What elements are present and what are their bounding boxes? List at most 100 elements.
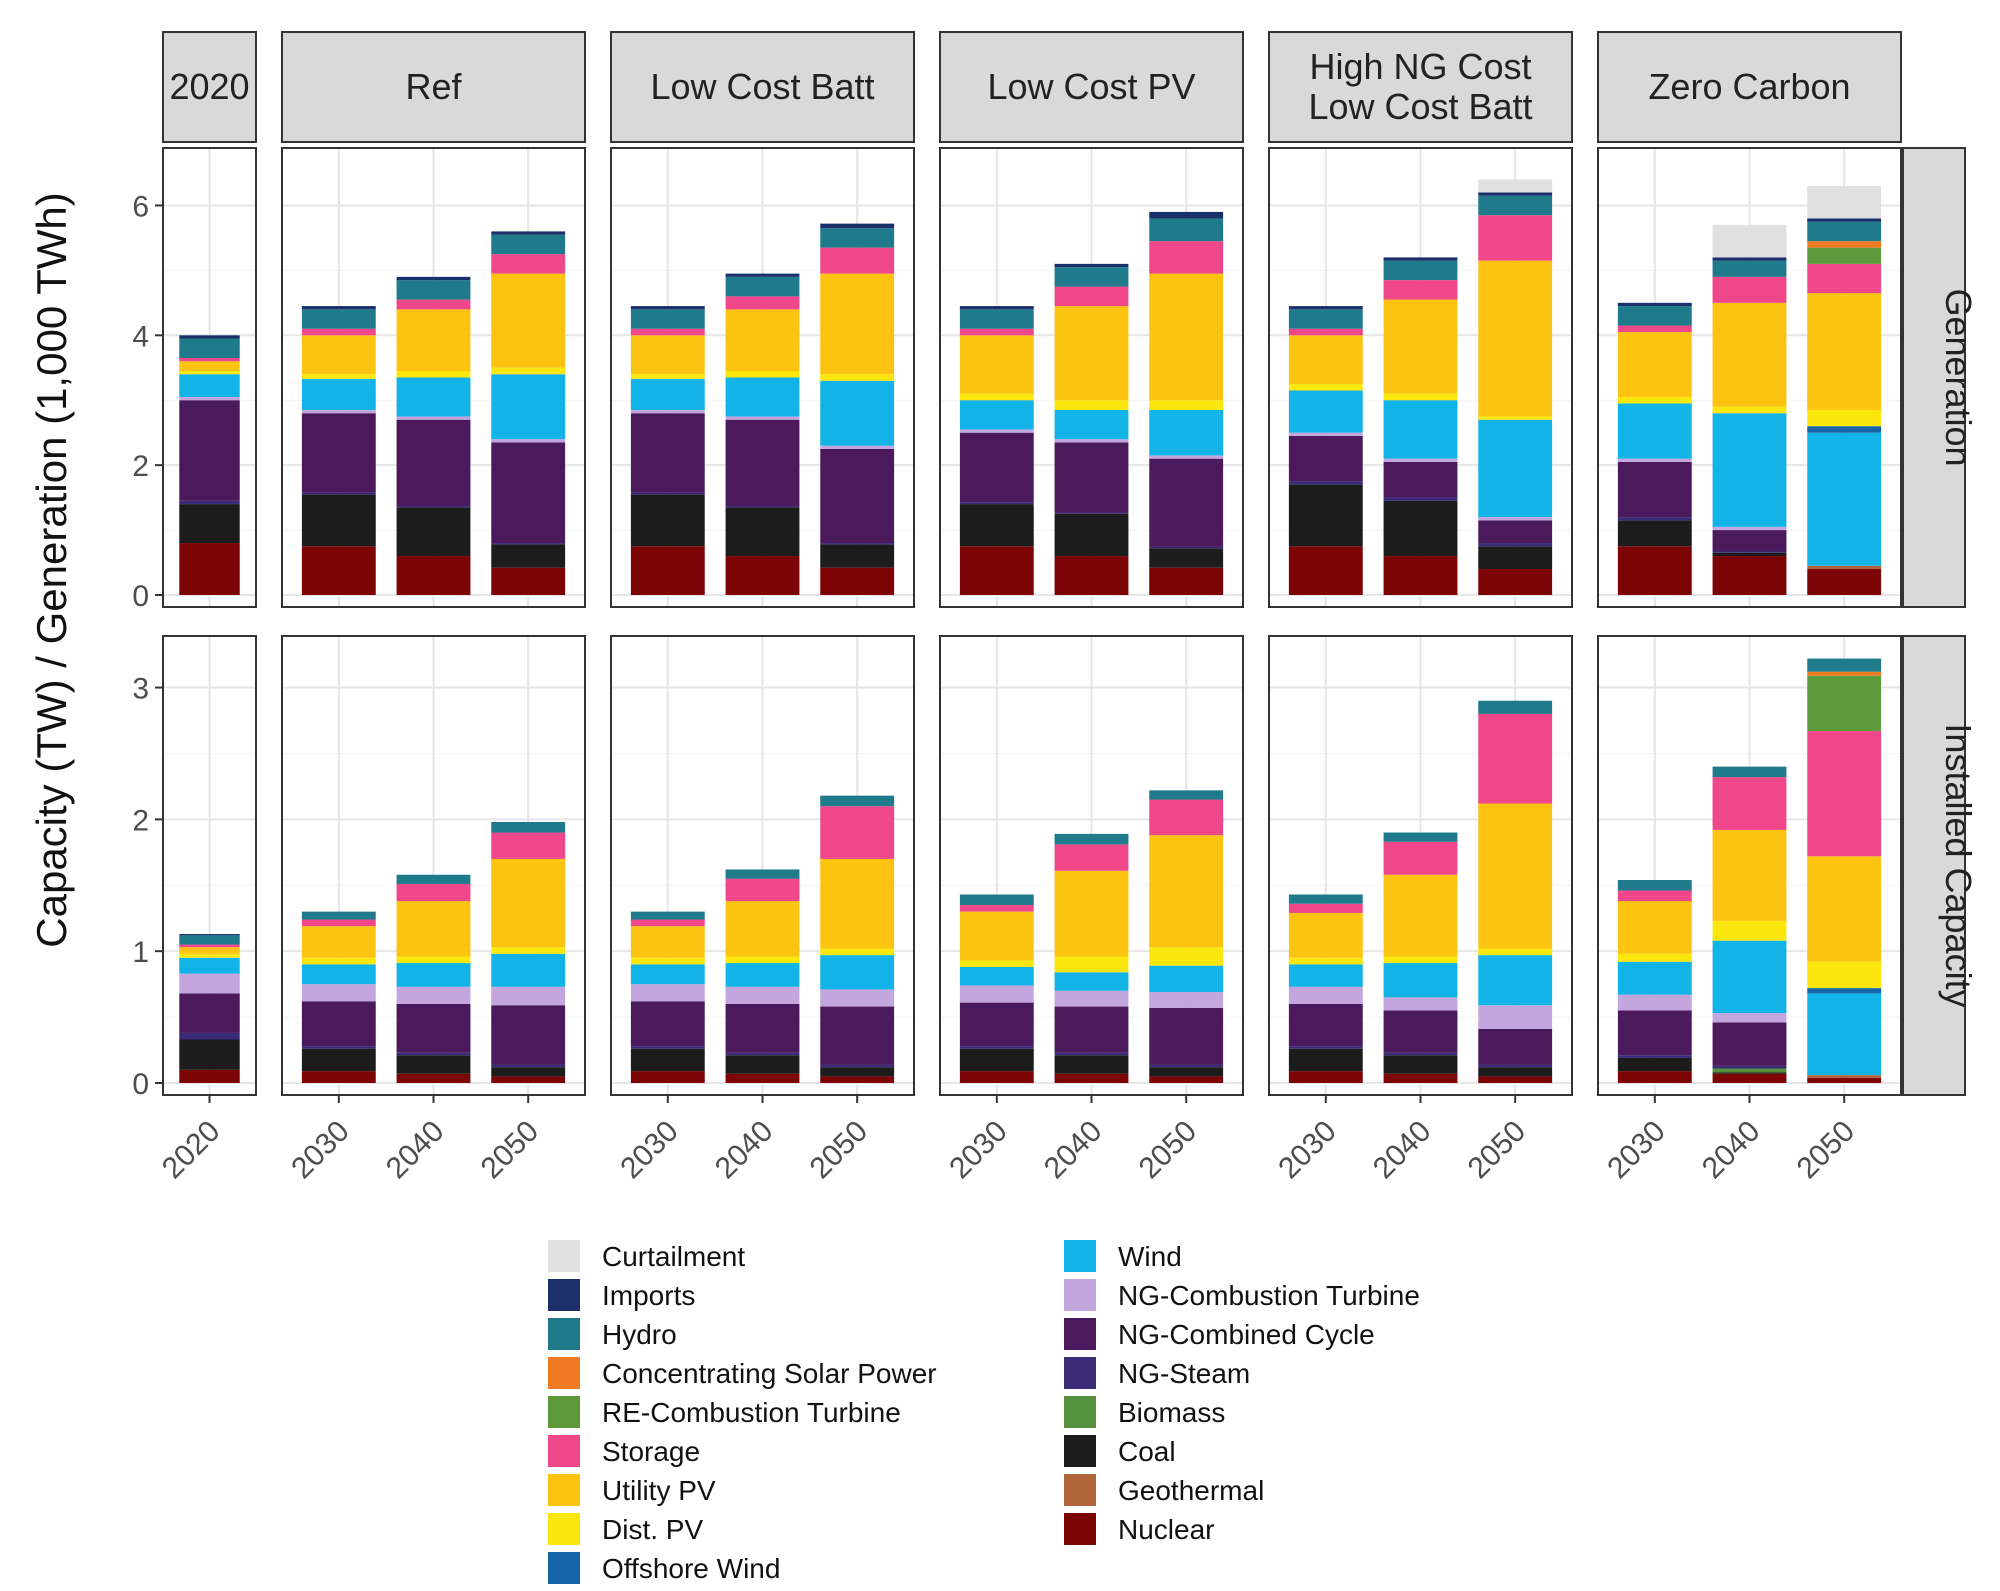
bar-segment-wind-ref-2050-generation: [491, 374, 566, 440]
panel-border: [939, 147, 1244, 608]
bar-segment-coal-low-cost-pv-2050-installed-capacity: [1149, 1067, 1224, 1077]
bar-segment-utility-pv-low-cost-batt-2030-installed-capacity: [630, 926, 705, 958]
bar-segment-imports-zero-carbon-2040-generation: [1712, 257, 1787, 261]
bar-segment-hydro-low-cost-pv-2040-installed-capacity: [1054, 833, 1129, 845]
bar-segment-ng-combined-cycle-zero-carbon-2030-generation: [1617, 461, 1692, 518]
bar-segment-ng-combined-cycle-low-cost-pv-2050-installed-capacity: [1149, 1007, 1224, 1065]
bar-segment-wind-high-ng-cost-low-cost-batt-2040-installed-capacity: [1383, 963, 1458, 998]
bar-segment-ng-steam-ref-2040-installed-capacity: [396, 1052, 471, 1056]
bar-segment-hydro-high-ng-cost-low-cost-batt-2040-installed-capacity: [1383, 832, 1458, 842]
bar-segment-storage-ref-2030-installed-capacity: [301, 919, 376, 927]
bar-segment-ng-steam-zero-carbon-2030-generation: [1617, 517, 1692, 521]
bar-segment-utility-pv-2020-2020-generation: [179, 361, 240, 372]
facet-strip-label: Low Cost PV: [987, 66, 1195, 107]
bar-segment-wind-ref-2030-installed-capacity: [301, 964, 376, 985]
bar-segment-dist-pv-low-cost-batt-2040-installed-capacity: [725, 956, 800, 964]
bar-segment-hydro-zero-carbon-2030-installed-capacity: [1617, 880, 1692, 891]
bar-segment-ng-combined-cycle-low-cost-pv-2030-installed-capacity: [959, 1002, 1034, 1047]
y-axis-label: Capacity (TW) / Generation (1,000 TWh): [28, 192, 75, 947]
bar-segment-ng-steam-low-cost-pv-2040-installed-capacity: [1054, 1052, 1129, 1056]
bar-segment-dist-pv-2020-2020-installed-capacity: [179, 953, 240, 958]
bar-segment-storage-zero-carbon-2050-installed-capacity: [1807, 731, 1882, 857]
bar-segment-utility-pv-ref-2050-generation: [491, 273, 566, 368]
bar-segment-imports-low-cost-pv-2050-generation: [1149, 211, 1224, 219]
y-tick-label: 1: [132, 936, 149, 969]
bar-segment-ng-combined-cycle-low-cost-pv-2040-installed-capacity: [1054, 1006, 1129, 1053]
bar-segment-ng-combustion-turbine-ref-2030-installed-capacity: [301, 984, 376, 1002]
bar-segment-imports-2020-2020-installed-capacity: [179, 934, 240, 936]
facet-strip-label: High NG Cost: [1309, 46, 1531, 87]
bar-segment-storage-low-cost-batt-2040-generation: [725, 296, 800, 310]
facet-strip-zero-carbon: [1597, 31, 1902, 143]
bar-segment-hydro-zero-carbon-2050-generation: [1807, 221, 1882, 242]
legend-swatch-biomass: [1064, 1396, 1096, 1428]
bar-segment-storage-low-cost-batt-2030-installed-capacity: [630, 919, 705, 927]
bar-segment-hydro-ref-2030-installed-capacity: [301, 911, 376, 920]
bar-segment-ng-combined-cycle-ref-2050-installed-capacity: [491, 1005, 566, 1065]
bar-segment-ng-combined-cycle-ref-2040-installed-capacity: [396, 1003, 471, 1053]
bar-segment-imports-high-ng-cost-low-cost-batt-2030-generation: [1288, 306, 1363, 310]
bar-segment-nuclear-low-cost-batt-2040-generation: [725, 556, 800, 595]
bar-segment-wind-low-cost-batt-2050-generation: [820, 380, 895, 446]
bar-segment-ng-steam-zero-carbon-2040-installed-capacity: [1712, 1065, 1787, 1069]
bar-segment-ng-combustion-turbine-zero-carbon-2040-generation: [1712, 526, 1787, 531]
bar-segment-dist-pv-high-ng-cost-low-cost-batt-2050-generation: [1478, 416, 1553, 420]
bar-segment-coal-low-cost-pv-2040-generation: [1054, 513, 1129, 557]
bar-segment-storage-zero-carbon-2040-generation: [1712, 276, 1787, 303]
bar-segment-nuclear-ref-2040-generation: [396, 556, 471, 595]
bar-segment-dist-pv-ref-2030-installed-capacity: [301, 957, 376, 965]
bar-segment-ng-combined-cycle-low-cost-batt-2040-generation: [725, 419, 800, 507]
bar-segment-hydro-low-cost-pv-2040-generation: [1054, 267, 1129, 287]
bar-segment-ng-combustion-turbine-high-ng-cost-low-cost-batt-2030-installed-capacity: [1288, 986, 1363, 1004]
bar-segment-utility-pv-low-cost-pv-2050-generation: [1149, 273, 1224, 401]
bar-segment-ng-combustion-turbine-2020-2020-installed-capacity: [179, 973, 240, 994]
bar-segment-storage-low-cost-batt-2030-generation: [630, 328, 705, 336]
bar-segment-hydro-high-ng-cost-low-cost-batt-2030-generation: [1288, 309, 1363, 329]
bar-segment-hydro-ref-2050-generation: [491, 234, 566, 255]
bar-segment-offshore-wind-zero-carbon-2050-generation: [1807, 426, 1882, 433]
bar-segment-imports-ref-2040-generation: [396, 276, 471, 281]
bar-segment-hydro-high-ng-cost-low-cost-batt-2050-installed-capacity: [1478, 700, 1553, 714]
bar-segment-coal-low-cost-pv-2050-generation: [1149, 548, 1224, 568]
bar-segment-dist-pv-low-cost-batt-2040-generation: [725, 371, 800, 378]
bar-segment-ng-steam-high-ng-cost-low-cost-batt-2050-installed-capacity: [1478, 1064, 1553, 1068]
facet-strip-label: 2020: [169, 66, 249, 107]
bar-segment-wind-high-ng-cost-low-cost-batt-2050-generation: [1478, 419, 1553, 518]
bar-segment-ng-combined-cycle-low-cost-pv-2030-generation: [959, 432, 1034, 503]
bar-segment-hydro-low-cost-pv-2030-installed-capacity: [959, 894, 1034, 906]
legend-swatch-hydro: [548, 1318, 580, 1350]
legend-label-imports: Imports: [602, 1280, 695, 1311]
bar-segment-ng-steam-high-ng-cost-low-cost-batt-2050-generation: [1478, 543, 1553, 547]
bar-segment-ng-combustion-turbine-low-cost-pv-2030-installed-capacity: [959, 985, 1034, 1003]
bar-segment-dist-pv-high-ng-cost-low-cost-batt-2040-installed-capacity: [1383, 956, 1458, 964]
bar-segment-dist-pv-ref-2040-generation: [396, 371, 471, 378]
legend-swatch-offshore-wind: [548, 1552, 580, 1584]
bar-segment-ng-steam-zero-carbon-2040-generation: [1712, 551, 1787, 553]
bar-segment-ng-combined-cycle-zero-carbon-2040-generation: [1712, 530, 1787, 552]
bar-segment-ng-combustion-turbine-low-cost-batt-2040-installed-capacity: [725, 986, 800, 1004]
bar-segment-storage-high-ng-cost-low-cost-batt-2050-installed-capacity: [1478, 713, 1553, 804]
legend-swatch-wind: [1064, 1240, 1096, 1272]
facet-strip-low-cost-pv: [939, 31, 1244, 143]
panel-border: [610, 635, 915, 1096]
bar-segment-nuclear-low-cost-pv-2030-installed-capacity: [959, 1071, 1034, 1083]
y-tick-label: 0: [132, 580, 149, 613]
bar-segment-storage-high-ng-cost-low-cost-batt-2030-generation: [1288, 328, 1363, 336]
bar-segment-biomass-zero-carbon-2040-installed-capacity: [1712, 1068, 1787, 1073]
bar-segment-wind-zero-carbon-2030-generation: [1617, 403, 1692, 459]
bar-segment-hydro-low-cost-batt-2050-generation: [820, 228, 895, 248]
bar-segment-nuclear-high-ng-cost-low-cost-batt-2040-installed-capacity: [1383, 1073, 1458, 1083]
bar-segment-dist-pv-ref-2050-generation: [491, 367, 566, 375]
bar-segment-utility-pv-high-ng-cost-low-cost-batt-2030-installed-capacity: [1288, 912, 1363, 958]
bar-segment-nuclear-low-cost-batt-2050-installed-capacity: [820, 1076, 895, 1083]
bar-segment-nuclear-zero-carbon-2030-installed-capacity: [1617, 1071, 1692, 1083]
bar-segment-ng-steam-ref-2050-generation: [491, 543, 566, 545]
bar-segment-curtailment-zero-carbon-2040-generation: [1712, 224, 1787, 258]
bar-segment-ng-combustion-turbine-zero-carbon-2030-generation: [1617, 458, 1692, 462]
bar-segment-ng-combustion-turbine-low-cost-pv-2040-installed-capacity: [1054, 990, 1129, 1007]
bar-segment-dist-pv-low-cost-pv-2040-generation: [1054, 400, 1129, 410]
panel-border: [610, 147, 915, 608]
bar-segment-nuclear-low-cost-pv-2040-installed-capacity: [1054, 1073, 1129, 1083]
facet-strip-label: Low Cost Batt: [1308, 86, 1532, 127]
bar-segment-utility-pv-zero-carbon-2040-installed-capacity: [1712, 829, 1787, 921]
